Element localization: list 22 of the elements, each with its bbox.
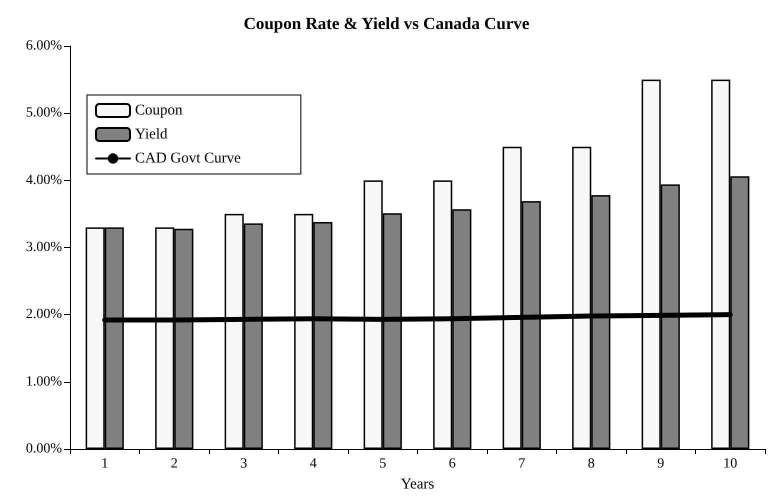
y-tick-label: 4.00% (26, 172, 62, 188)
y-tick-label: 3.00% (26, 240, 62, 255)
x-tick-label: 7 (518, 456, 526, 472)
y-tick-label: 2.00% (26, 307, 62, 322)
y-tick-label: 0.00% (26, 442, 62, 456)
x-tick-label: 1 (101, 456, 108, 472)
x-tick-label: 8 (588, 456, 595, 472)
x-tick-label: 4 (310, 456, 317, 472)
y-tick-label: 1.00% (26, 374, 62, 390)
x-tick-label: 3 (240, 456, 248, 472)
x-tick-label: 10 (723, 456, 738, 472)
x-tick-label: 2 (170, 456, 178, 472)
legend-label: Coupon (135, 102, 184, 118)
legend-label: Yield (135, 126, 168, 142)
x-tick-label: 6 (448, 456, 456, 472)
y-tick-label: 5.00% (26, 106, 62, 121)
chart-title: Coupon Rate & Yield vs Canada Curve (244, 14, 530, 33)
y-tick-label: 6.00% (26, 38, 62, 54)
legend-label: CAD Govt Curve (135, 150, 242, 166)
x-tick-label: 9 (657, 456, 664, 472)
x-tick-label: 5 (379, 456, 386, 472)
x-axis-title: Years (400, 476, 434, 492)
